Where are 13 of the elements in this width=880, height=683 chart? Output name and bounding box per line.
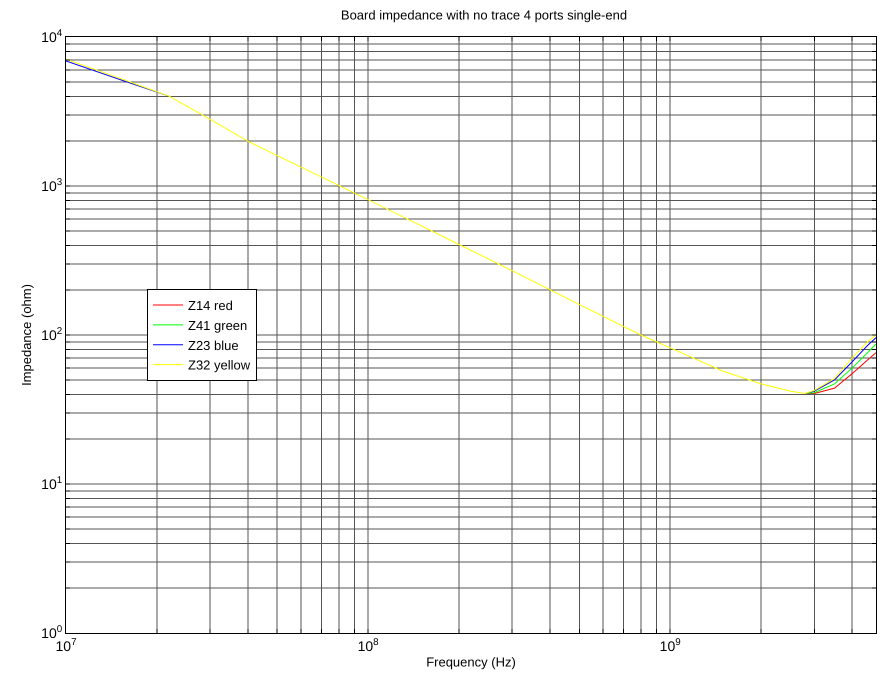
y-tick-label: 10$^{4}$ bbox=[41, 28, 63, 45]
legend-label: Z14 red bbox=[188, 298, 233, 314]
y-tick-label: 10$^{1}$ bbox=[41, 475, 62, 492]
x-tick-label: 10$^{8}$ bbox=[358, 636, 380, 654]
y-axis-title: Impedance (ohm) bbox=[19, 284, 34, 386]
y-tick-label: 10$^{3}$ bbox=[41, 177, 63, 194]
legend-label: Z41 green bbox=[188, 318, 248, 333]
y-tick-label: 10$^{2}$ bbox=[41, 326, 62, 343]
chart-title: Board impedance with no trace 4 ports single-end bbox=[340, 7, 628, 22]
legend-label: Z32 yellow bbox=[188, 358, 251, 373]
x-tick-label: 10$^{9}$ bbox=[660, 636, 681, 654]
legend-label: Z23 blue bbox=[188, 338, 239, 353]
x-axis-title: Frequency (Hz) bbox=[426, 654, 516, 670]
